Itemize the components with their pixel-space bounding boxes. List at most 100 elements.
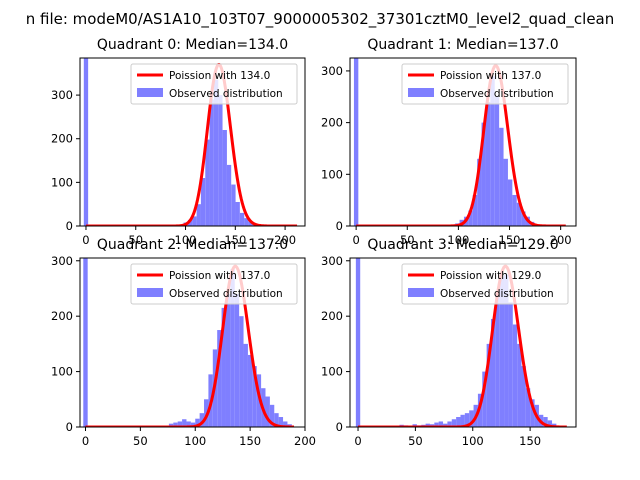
hist-bar bbox=[205, 139, 210, 226]
hist-bar bbox=[83, 258, 88, 427]
hist-bar bbox=[218, 95, 223, 226]
legend-label-poisson: Poission with 129.0 bbox=[440, 270, 541, 282]
y-tick-label: 0 bbox=[336, 420, 343, 434]
legend-label-poisson: Poission with 137.0 bbox=[440, 70, 541, 82]
hist-bar bbox=[168, 423, 174, 427]
axes-frame bbox=[349, 257, 577, 428]
hist-bar bbox=[221, 307, 226, 427]
hist-bar bbox=[200, 178, 206, 226]
x-tick-label: 200 bbox=[550, 233, 572, 247]
x-tick-label: 50 bbox=[133, 434, 148, 448]
hist-bar bbox=[265, 396, 270, 427]
legend-label-poisson: Poission with 134.0 bbox=[169, 70, 270, 82]
hist-bar bbox=[239, 316, 244, 427]
legend-box bbox=[401, 63, 569, 105]
hist-bar bbox=[499, 277, 505, 427]
x-tick-label: 50 bbox=[408, 434, 423, 448]
legend-patch-hist bbox=[137, 88, 163, 97]
chart-panel-2: 0 50 100 150 200 0 100 200 300 Quadrant 2: Median… bbox=[51, 237, 316, 448]
y-tick-label: 100 bbox=[51, 175, 73, 189]
y-tick-label: 200 bbox=[321, 116, 343, 130]
hist-bar bbox=[464, 413, 470, 427]
hist-bar bbox=[182, 419, 187, 427]
hist-bar bbox=[235, 202, 240, 226]
hist-bar bbox=[512, 324, 518, 427]
y-tick-label: 0 bbox=[336, 219, 343, 233]
y-tick-label: 100 bbox=[51, 365, 73, 379]
hist-bar bbox=[451, 419, 457, 427]
hist-bar bbox=[225, 294, 231, 427]
hist-bar bbox=[190, 422, 196, 427]
legend-patch-hist bbox=[408, 288, 434, 297]
x-tick-label: 100 bbox=[462, 434, 484, 448]
hist-bar bbox=[547, 420, 553, 427]
hist-bar bbox=[499, 127, 504, 226]
hist-bar bbox=[472, 194, 478, 226]
hist-bar bbox=[196, 204, 201, 226]
hist-bar bbox=[434, 422, 439, 427]
hist-bar bbox=[243, 343, 248, 427]
hist-bar bbox=[278, 417, 284, 427]
chart-panel-0: 0 50 100 150 200 0 100 200 300 Quadrant 0: Median… bbox=[51, 37, 306, 247]
axes-frame bbox=[349, 57, 577, 227]
x-tick-label: 0 bbox=[82, 233, 89, 247]
hist-bar bbox=[209, 99, 214, 226]
x-tick-label: 150 bbox=[239, 434, 261, 448]
hist-bar bbox=[283, 421, 288, 427]
hist-bar bbox=[516, 202, 522, 226]
hist-bar bbox=[477, 158, 482, 226]
hist-bar bbox=[460, 414, 465, 427]
hist-bar bbox=[482, 371, 487, 427]
hist-bar bbox=[512, 194, 517, 226]
legend-label-hist: Observed distribution bbox=[440, 288, 554, 300]
hist-bar bbox=[425, 423, 430, 427]
x-tick-label: 150 bbox=[499, 233, 521, 247]
legend-label-hist: Observed distribution bbox=[169, 88, 283, 100]
x-tick-label: 50 bbox=[400, 233, 415, 247]
hist-bar bbox=[485, 101, 491, 226]
hist-bar bbox=[525, 388, 531, 427]
hist-bar bbox=[503, 158, 508, 226]
hist-bar bbox=[447, 421, 452, 427]
chart-panels: 0 50 100 150 200 0 100 200 300 Quadrant 0: Median… bbox=[51, 37, 577, 448]
x-tick-label: 100 bbox=[447, 233, 469, 247]
y-tick-label: 0 bbox=[66, 219, 73, 233]
hist-bar bbox=[252, 366, 257, 427]
hist-bar bbox=[226, 164, 232, 226]
hist-bar bbox=[177, 421, 183, 427]
x-tick-label: 0 bbox=[354, 434, 361, 448]
hist-bar bbox=[543, 417, 548, 427]
hist-bar bbox=[468, 210, 473, 226]
hist-bar bbox=[456, 417, 461, 427]
hist-bar bbox=[83, 58, 89, 226]
hist-bar bbox=[355, 258, 361, 427]
hist-bar bbox=[217, 330, 222, 427]
hist-bar bbox=[521, 211, 526, 226]
hist-bar bbox=[504, 274, 509, 427]
legend-label-hist: Observed distribution bbox=[440, 88, 554, 100]
hist-bar bbox=[199, 413, 205, 427]
poisson-curve bbox=[355, 64, 567, 226]
hist-bar bbox=[353, 58, 359, 226]
x-tick-label: 150 bbox=[519, 434, 541, 448]
hist-bar bbox=[481, 122, 486, 226]
legend-label-poisson: Poission with 137.0 bbox=[169, 270, 270, 282]
figure-suptitle: n file: modeM0/AS1A10_103T07_9000005302_… bbox=[26, 10, 615, 29]
y-tick-label: 0 bbox=[66, 420, 73, 434]
hist-bar bbox=[443, 423, 448, 427]
hist-bar bbox=[274, 413, 279, 427]
legend-label-hist: Observed distribution bbox=[169, 288, 283, 300]
hist-bar bbox=[438, 421, 444, 427]
x-tick-label: 0 bbox=[352, 233, 359, 247]
x-tick-label: 200 bbox=[294, 434, 316, 448]
y-tick-label: 300 bbox=[51, 88, 73, 102]
x-tick-label: 50 bbox=[128, 233, 143, 247]
hist-bar bbox=[195, 418, 200, 427]
hist-bar bbox=[486, 343, 491, 427]
y-tick-label: 100 bbox=[321, 167, 343, 181]
y-tick-label: 300 bbox=[51, 254, 73, 268]
plot-area bbox=[353, 58, 567, 226]
y-tick-label: 300 bbox=[321, 64, 343, 78]
hist-bar bbox=[469, 410, 474, 427]
